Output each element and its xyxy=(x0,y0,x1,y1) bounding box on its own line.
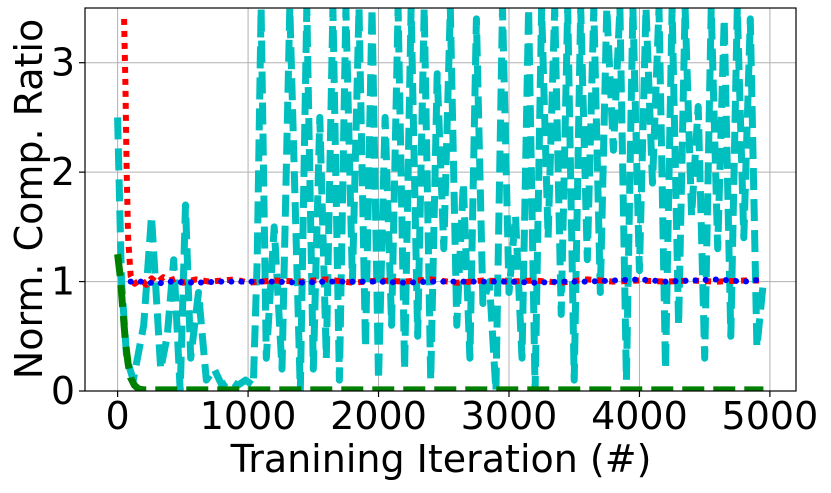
series-line-blue xyxy=(127,276,767,287)
series-line-cyan xyxy=(114,8,767,391)
y-tick-label: 1 xyxy=(51,260,75,304)
series-line-green xyxy=(114,253,764,391)
tick-marks xyxy=(79,62,771,397)
x-tick-label: 3000 xyxy=(461,394,558,438)
x-tick-label: 4000 xyxy=(591,394,688,438)
y-tick-label: 0 xyxy=(51,369,75,413)
x-axis-label: Tranining Iteration (#) xyxy=(230,437,652,481)
plot-frame xyxy=(84,7,797,392)
x-tick-label: 0 xyxy=(106,394,130,438)
x-tick-label: 1000 xyxy=(200,394,297,438)
x-tick-label: 2000 xyxy=(330,394,427,438)
y-tick-label: 2 xyxy=(51,150,75,194)
series-group xyxy=(114,8,767,391)
y-axis-label: Norm. Comp. Ratio xyxy=(7,19,51,379)
x-tick-label: 5000 xyxy=(722,394,819,438)
y-tick-label: 3 xyxy=(51,41,75,85)
tick-labels: 0 1000 2000 3000 4000 5000 0 1 2 3 xyxy=(51,41,818,438)
